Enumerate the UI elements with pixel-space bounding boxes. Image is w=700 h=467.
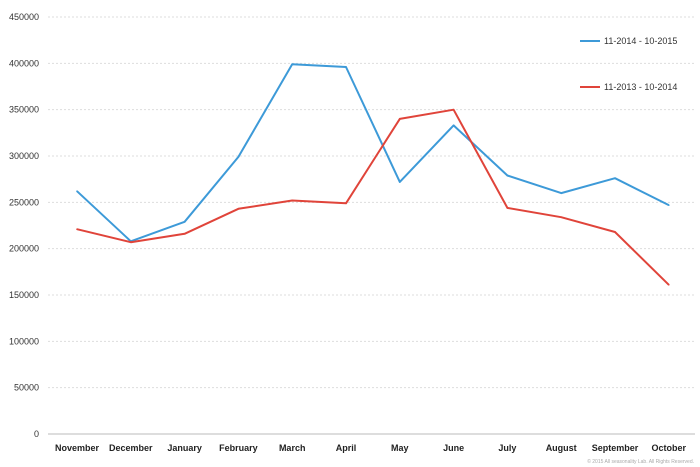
data-point [560,216,562,218]
x-tick-label: July [498,443,516,453]
x-tick-label: February [219,443,258,453]
data-point [345,202,347,205]
data-point [76,228,78,231]
data-point [237,156,240,158]
y-tick-label: 250000 [9,197,39,207]
data-point [76,190,78,193]
data-point [183,233,186,235]
x-tick-label: November [55,443,100,453]
data-point [668,284,670,286]
data-point [130,241,132,243]
data-point [668,204,670,206]
copyright-text: © 2015 All seasonality Lab. All Rights R… [587,458,694,465]
series-line-1 [76,63,670,243]
data-point [237,208,240,210]
x-tick-label: October [652,443,687,453]
y-tick-label: 100000 [9,336,39,346]
legend-label-series-1: 11-2014 - 10-2015 [604,36,677,46]
data-point [345,66,347,68]
data-point [560,192,562,194]
x-tick-label: September [592,443,639,453]
legend-label-series-2: 11-2013 - 10-2014 [604,82,677,92]
legend-entry-series-2: 11-2013 - 10-2014 [580,82,677,92]
x-tick-label: April [336,443,357,453]
y-tick-label: 300000 [9,151,39,161]
data-point [183,220,186,223]
data-point [399,118,401,120]
data-point [506,174,509,177]
series-line-2 [76,108,670,286]
x-tick-label: March [279,443,306,453]
data-point [291,63,294,66]
gridlines [48,16,695,389]
y-tick-label: 450000 [9,12,39,22]
series-lines [76,63,670,286]
x-tick-label: May [391,443,409,453]
y-axis-ticks: 0 50000 100000 150000 200000 250000 300000 3500… [9,12,39,439]
x-tick-label: December [109,443,153,453]
y-tick-label: 400000 [9,58,39,68]
data-point [452,108,455,111]
data-point [614,231,616,233]
y-tick-label: 50000 [14,383,39,393]
data-point [399,181,401,183]
x-tick-label: June [443,443,464,453]
data-point [614,177,616,180]
data-point [506,207,509,209]
legend: 11-2014 - 10-2015 11-2013 - 10-2014 [580,36,677,92]
y-tick-label: 200000 [9,244,39,254]
y-tick-label: 150000 [9,290,39,300]
y-tick-label: 0 [34,429,39,439]
x-tick-label: August [546,443,577,453]
x-tick-label: January [167,443,202,453]
x-axis-ticks: November December January February March Apri… [55,443,687,453]
data-point [291,199,294,202]
y-tick-label: 350000 [9,105,39,115]
legend-entry-series-1: 11-2014 - 10-2015 [580,36,677,46]
data-point [452,124,455,127]
